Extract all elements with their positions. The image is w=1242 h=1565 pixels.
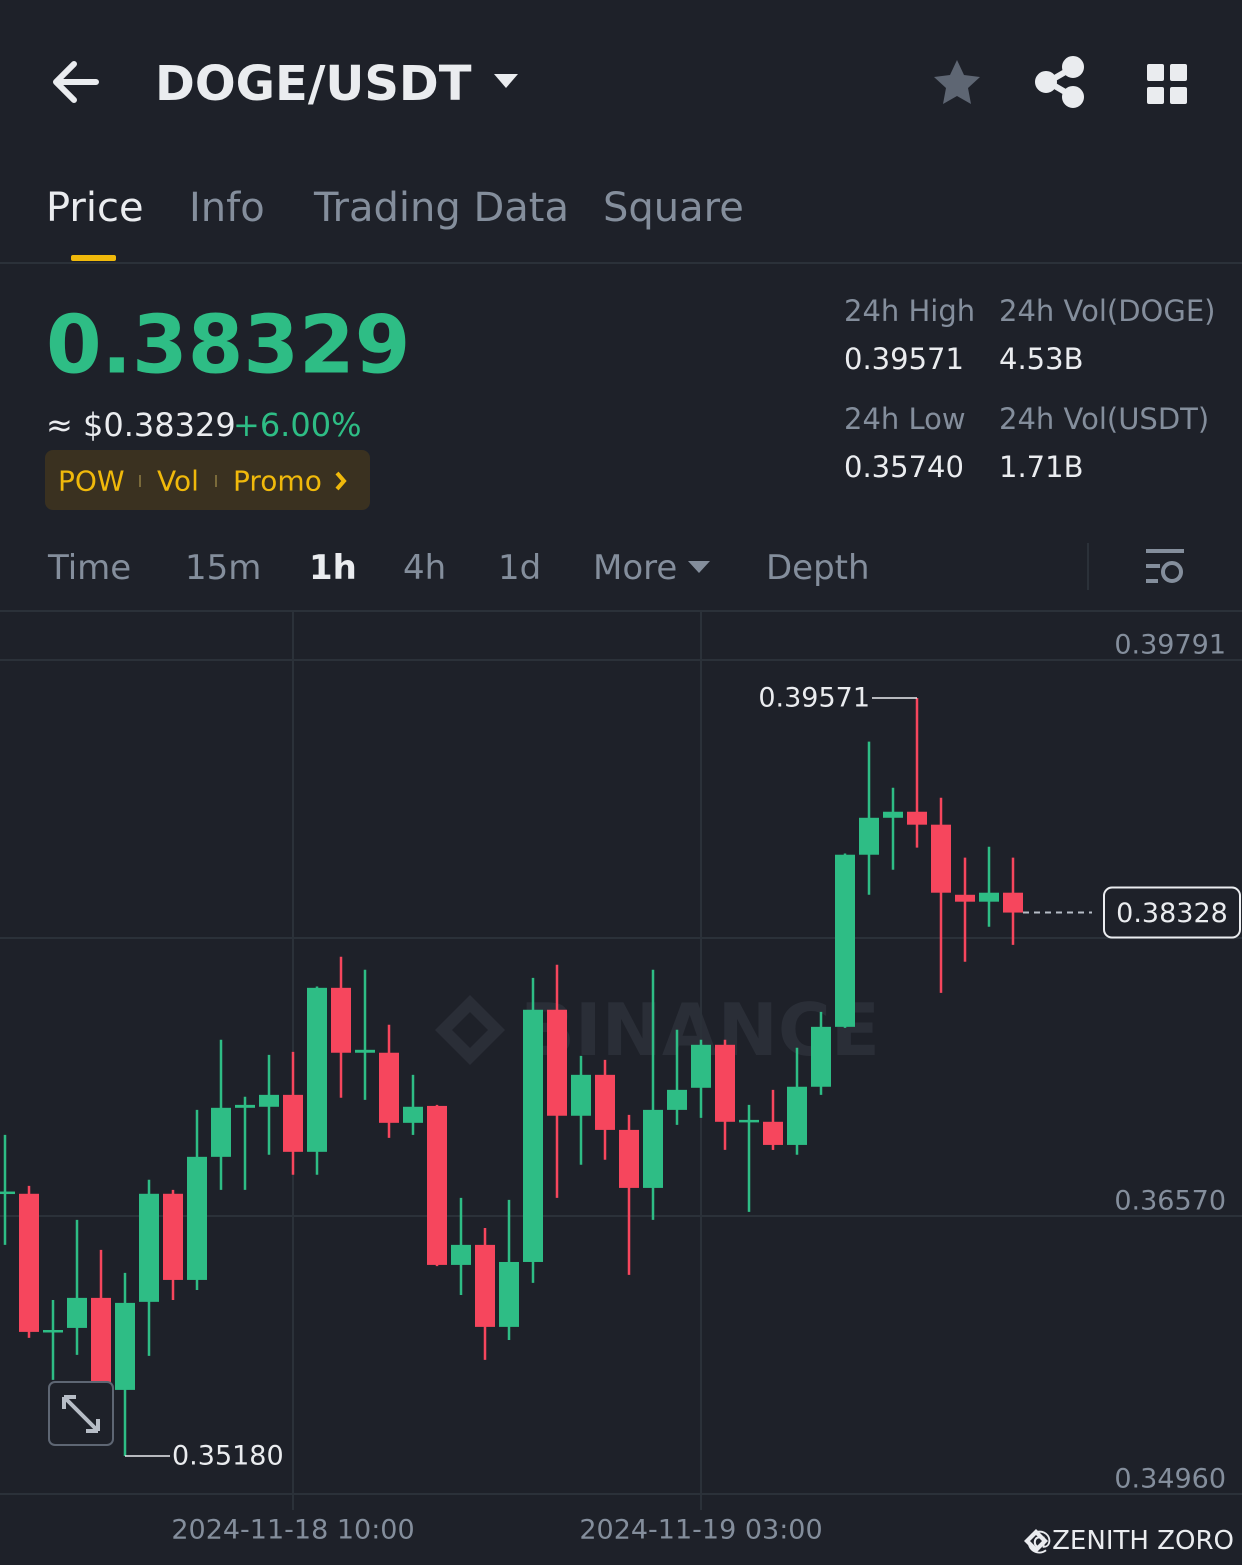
- candle-body: [187, 1156, 207, 1280]
- stat-value: 0.39571: [844, 342, 964, 376]
- candle-body: [547, 1009, 567, 1116]
- pair-dropdown[interactable]: [494, 74, 518, 88]
- more-dropdown[interactable]: [688, 561, 710, 573]
- watermark-logo: [435, 995, 505, 1065]
- price-usd: ≈ $0.38329: [46, 406, 236, 444]
- stat-label: 24h High: [844, 294, 975, 328]
- tab[interactable]: Info: [189, 185, 265, 231]
- annotation-label: 0.35180: [172, 1441, 284, 1472]
- candle-body: [931, 824, 951, 893]
- candle-body: [499, 1261, 519, 1327]
- candle-body: [355, 1049, 375, 1053]
- candle-body: [523, 1009, 543, 1262]
- y-tick-label: 0.34960: [1114, 1464, 1226, 1495]
- stat-label: 24h Vol(DOGE): [999, 294, 1215, 328]
- candle-body: [955, 894, 975, 902]
- candle-body: [379, 1052, 399, 1123]
- chart-settings-icon[interactable]: [1146, 549, 1184, 583]
- annotation-label: 0.39571: [758, 682, 870, 713]
- candle-body: [979, 892, 999, 902]
- tag[interactable]: POW: [58, 465, 125, 498]
- candle-body: [139, 1193, 159, 1302]
- candle-body: [211, 1107, 231, 1157]
- candle-body: [91, 1297, 111, 1382]
- interval-tab[interactable]: Time: [47, 548, 131, 588]
- y-tick-label: 0.39791: [1114, 629, 1226, 660]
- candle-body: [811, 1026, 831, 1087]
- candle-body: [691, 1044, 711, 1088]
- x-tick-label: 2024-11-19 03:00: [579, 1515, 822, 1546]
- tab[interactable]: Square: [603, 185, 744, 231]
- stat-value: 0.35740: [844, 450, 964, 484]
- candle-body: [0, 1191, 15, 1195]
- candle-body: [835, 854, 855, 1027]
- stat-value: 1.71B: [999, 450, 1083, 484]
- interval-tab[interactable]: More: [593, 548, 677, 588]
- expand-button[interactable]: [48, 1381, 114, 1446]
- last-price-box[interactable]: [1103, 886, 1241, 939]
- candle-body: [43, 1329, 63, 1333]
- candle-body: [115, 1302, 135, 1390]
- footer-logo: [1024, 1529, 1048, 1553]
- candle-body: [331, 987, 351, 1053]
- pair-title[interactable]: DOGE/USDT: [155, 56, 472, 112]
- stat-label: 24h Vol(USDT): [999, 402, 1209, 436]
- candle-body: [739, 1119, 759, 1123]
- candle-body: [403, 1106, 423, 1123]
- candle-body: [763, 1121, 783, 1145]
- tag-box[interactable]: [45, 450, 370, 510]
- candle-body: [163, 1193, 183, 1280]
- layout-icon[interactable]: [1147, 64, 1187, 104]
- candle-body: [643, 1109, 663, 1188]
- candle-body: [571, 1074, 591, 1116]
- interval-tab[interactable]: Depth: [766, 548, 870, 588]
- last-price: 0.38329: [46, 299, 410, 392]
- interval-tab[interactable]: 4h: [403, 548, 446, 588]
- last-price-label: 0.38328: [1116, 898, 1228, 929]
- candle-body: [619, 1129, 639, 1188]
- candle-body: [595, 1074, 615, 1130]
- candle-body: [67, 1297, 87, 1328]
- stat-label: 24h Low: [844, 402, 966, 436]
- interval-tab[interactable]: 15m: [185, 548, 261, 588]
- tab[interactable]: Price: [46, 185, 144, 231]
- price-change: +6.00%: [233, 406, 361, 444]
- tab[interactable]: Trading Data: [313, 185, 569, 231]
- active-tab-indicator: [71, 255, 116, 261]
- y-tick-label: 0.36570: [1114, 1186, 1226, 1217]
- tag[interactable]: Promo: [233, 465, 322, 498]
- x-tick-label: 2024-11-18 10:00: [171, 1515, 414, 1546]
- candle-body: [667, 1089, 687, 1110]
- candle-body: [283, 1094, 303, 1152]
- back-button[interactable]: [53, 61, 99, 103]
- candle-body: [883, 811, 903, 818]
- candle-body: [427, 1105, 447, 1265]
- candle-body: [859, 817, 879, 855]
- watermark-credit: @ZENITH ZORO: [1026, 1526, 1234, 1556]
- candle-body: [235, 1104, 255, 1108]
- tag[interactable]: Vol: [157, 465, 199, 498]
- favorite-icon[interactable]: [934, 60, 980, 104]
- interval-tab[interactable]: 1d: [498, 548, 541, 588]
- candle-body: [19, 1193, 39, 1332]
- candle-body: [259, 1094, 279, 1107]
- share-icon[interactable]: [1035, 56, 1084, 108]
- candle-body: [307, 987, 327, 1152]
- chevron: [335, 471, 347, 491]
- candle-body: [1003, 892, 1023, 913]
- stat-value: 4.53B: [999, 342, 1083, 376]
- candle-body: [787, 1086, 807, 1145]
- candle-body: [475, 1244, 495, 1327]
- candle-body: [715, 1044, 735, 1122]
- interval-tab[interactable]: 1h: [309, 548, 357, 588]
- candle-body: [907, 811, 927, 825]
- candle-body: [451, 1244, 471, 1265]
